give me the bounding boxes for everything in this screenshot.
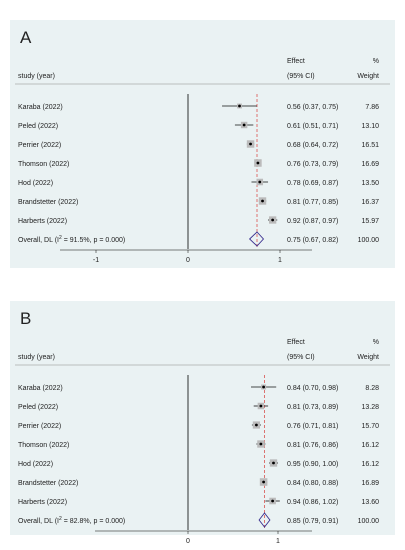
x-tick-label: 0 bbox=[186, 538, 190, 545]
study-point bbox=[262, 385, 265, 389]
overall-weight: 100.00 bbox=[358, 518, 380, 525]
x-tick-label: 0 bbox=[186, 257, 190, 264]
study-point bbox=[271, 218, 275, 222]
study-label: Thomson (2022) bbox=[18, 161, 69, 168]
study-label: Peled (2022) bbox=[18, 404, 58, 411]
study-weight: 16.37 bbox=[361, 199, 379, 206]
overall-ci-text: 0.85 (0.79, 0.91) bbox=[287, 518, 338, 525]
study-point bbox=[272, 461, 275, 465]
study-weight: 16.12 bbox=[361, 442, 379, 449]
study-label: Harberts (2022) bbox=[18, 218, 67, 225]
study-ci-text: 0.84 (0.70, 0.98) bbox=[287, 385, 338, 392]
study-label: Peled (2022) bbox=[18, 123, 58, 130]
study-label: Brandstetter (2022) bbox=[18, 199, 78, 206]
header-weight: Weight bbox=[357, 73, 379, 80]
overall-label: Overall, DL (I2 = 91.5%, p = 0.000) bbox=[18, 235, 125, 244]
study-ci-text: 0.61 (0.51, 0.71) bbox=[287, 123, 338, 130]
study-ci-text: 0.92 (0.87, 0.97) bbox=[287, 218, 338, 225]
study-ci-text: 0.95 (0.90, 1.00) bbox=[287, 461, 338, 468]
study-weight: 13.28 bbox=[361, 404, 379, 411]
header-effect: Effect bbox=[287, 339, 305, 346]
panel-background bbox=[10, 301, 395, 535]
study-weight: 16.51 bbox=[361, 142, 379, 149]
study-weight: 15.97 bbox=[361, 218, 379, 225]
study-ci-text: 0.76 (0.71, 0.81) bbox=[287, 423, 338, 430]
study-label: Harberts (2022) bbox=[18, 499, 67, 506]
study-point bbox=[259, 404, 263, 408]
study-point bbox=[259, 442, 263, 446]
overall-label: Overall, DL (I2 = 82.8%, p = 0.000) bbox=[18, 516, 125, 525]
header-weight: Weight bbox=[357, 354, 379, 361]
study-label: Karaba (2022) bbox=[18, 385, 63, 392]
study-label: Karaba (2022) bbox=[18, 104, 63, 111]
study-ci-text: 0.76 (0.73, 0.79) bbox=[287, 161, 338, 168]
header-effect: Effect bbox=[287, 58, 305, 65]
study-weight: 16.69 bbox=[361, 161, 379, 168]
study-weight: 8.28 bbox=[365, 385, 379, 392]
panel-letter: B bbox=[20, 309, 31, 328]
overall-diamond bbox=[248, 231, 265, 247]
overall-weight: 100.00 bbox=[358, 237, 380, 244]
study-point bbox=[261, 199, 264, 203]
study-label: Perrier (2022) bbox=[18, 423, 61, 430]
study-point bbox=[238, 104, 241, 108]
study-ci-text: 0.56 (0.37, 0.75) bbox=[287, 104, 338, 111]
study-label: Thomson (2022) bbox=[18, 442, 69, 449]
header-weight-pct: % bbox=[373, 58, 379, 65]
study-ci-text: 0.81 (0.73, 0.89) bbox=[287, 404, 338, 411]
x-tick-label: -1 bbox=[93, 257, 99, 264]
study-weight: 16.12 bbox=[361, 461, 379, 468]
header-ci: (95% CI) bbox=[287, 354, 315, 361]
study-label: Hod (2022) bbox=[18, 180, 53, 187]
panel-letter: A bbox=[20, 28, 32, 47]
x-tick-label: 1 bbox=[276, 538, 280, 545]
overall-diamond bbox=[258, 512, 271, 528]
study-label: Perrier (2022) bbox=[18, 142, 61, 149]
study-label: Brandstetter (2022) bbox=[18, 480, 78, 487]
study-weight: 13.10 bbox=[361, 123, 379, 130]
study-ci-text: 0.68 (0.64, 0.72) bbox=[287, 142, 338, 149]
study-weight: 7.86 bbox=[365, 104, 379, 111]
study-ci-text: 0.81 (0.76, 0.86) bbox=[287, 442, 338, 449]
header-ci: (95% CI) bbox=[287, 73, 315, 80]
header-weight-pct: % bbox=[373, 339, 379, 346]
study-weight: 16.89 bbox=[361, 480, 379, 487]
study-weight: 13.50 bbox=[361, 180, 379, 187]
panel-background bbox=[10, 20, 395, 268]
study-point bbox=[255, 423, 258, 427]
study-point bbox=[258, 180, 262, 184]
study-ci-text: 0.84 (0.80, 0.88) bbox=[287, 480, 338, 487]
study-point bbox=[256, 161, 260, 165]
study-ci-text: 0.81 (0.77, 0.85) bbox=[287, 199, 338, 206]
study-weight: 15.70 bbox=[361, 423, 379, 430]
header-study: study (year) bbox=[18, 354, 55, 361]
study-weight: 13.60 bbox=[361, 499, 379, 506]
study-point bbox=[271, 499, 274, 503]
study-label: Hod (2022) bbox=[18, 461, 53, 468]
study-ci-text: 0.94 (0.86, 1.02) bbox=[287, 499, 338, 506]
overall-ci-text: 0.75 (0.67, 0.82) bbox=[287, 237, 338, 244]
header-study: study (year) bbox=[18, 73, 55, 80]
study-point bbox=[249, 142, 252, 146]
x-tick-label: 1 bbox=[278, 257, 282, 264]
study-point bbox=[242, 123, 246, 127]
study-ci-text: 0.78 (0.69, 0.87) bbox=[287, 180, 338, 187]
study-point bbox=[262, 480, 265, 484]
